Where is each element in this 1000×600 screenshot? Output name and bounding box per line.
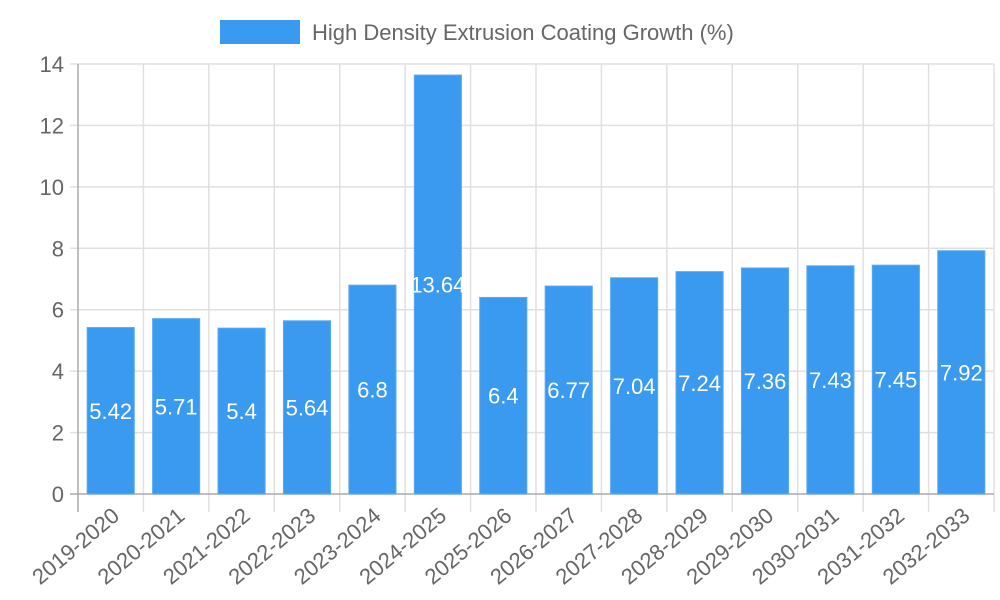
y-tick-label: 8 <box>52 236 64 261</box>
y-tick-label: 12 <box>40 113 64 138</box>
bar-value-label: 7.36 <box>744 369 787 394</box>
y-tick-label: 2 <box>52 421 64 446</box>
bar[interactable] <box>740 267 790 495</box>
legend[interactable]: High Density Extrusion Coating Growth (%… <box>220 20 734 45</box>
bar[interactable] <box>217 327 266 495</box>
y-tick-label: 10 <box>40 175 64 200</box>
y-tick-labels: 0 2 4 6 8 10 12 14 <box>40 52 64 507</box>
bar[interactable] <box>610 277 659 495</box>
bars <box>86 74 986 495</box>
bar[interactable] <box>806 265 855 495</box>
bar-value-label: 7.04 <box>613 374 656 399</box>
y-tick-label: 14 <box>40 52 64 77</box>
bar[interactable] <box>544 285 593 495</box>
bar[interactable] <box>86 327 135 495</box>
y-tick-label: 0 <box>52 482 64 507</box>
bar-value-label: 5.64 <box>286 395 329 420</box>
bar[interactable] <box>348 284 397 495</box>
grid <box>70 63 995 512</box>
bar-value-label: 7.92 <box>940 360 983 385</box>
bar-value-label: 13.64 <box>410 273 465 298</box>
bar[interactable] <box>479 296 528 495</box>
bar[interactable] <box>282 320 332 495</box>
y-tick-label: 6 <box>52 298 64 323</box>
legend-label: High Density Extrusion Coating Growth (%… <box>312 20 734 45</box>
bar-value-label: 5.4 <box>226 399 257 424</box>
bar-value-label: 7.45 <box>874 368 917 393</box>
bar-value-label: 5.42 <box>89 399 132 424</box>
bar[interactable] <box>937 250 986 495</box>
bar-value-label: 5.71 <box>155 394 198 419</box>
bar-value-label: 6.77 <box>547 378 590 403</box>
bar-value-label: 7.24 <box>678 371 721 396</box>
x-tick-labels: 2019-20202020-20212021-20222022-20232023… <box>27 503 974 590</box>
bar[interactable] <box>675 271 724 495</box>
bar[interactable] <box>152 318 201 495</box>
bar-value-label: 6.8 <box>357 378 388 403</box>
bar[interactable] <box>871 264 920 495</box>
y-tick-label: 4 <box>52 359 64 384</box>
bar-value-label: 6.4 <box>488 384 519 409</box>
bar[interactable] <box>413 74 462 495</box>
legend-swatch <box>220 20 300 44</box>
bar-labels: 5.42 5.71 5.4 5.64 6.8 13.64 6.4 6.77 7.04 7.24 7.… <box>89 273 982 425</box>
bar-value-label: 7.43 <box>809 368 852 393</box>
